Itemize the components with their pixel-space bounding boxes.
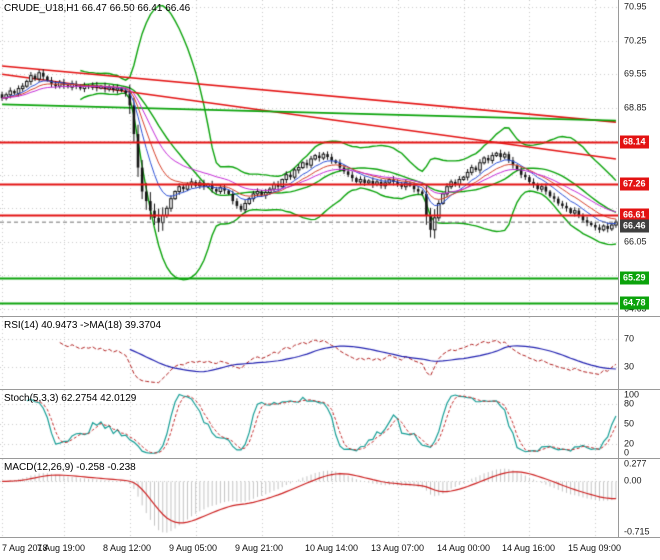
time-label: 15 Aug 09:00 <box>568 543 622 553</box>
price-level-badge: 65.29 <box>620 271 649 285</box>
time-label: 9 Aug 21:00 <box>235 543 284 553</box>
time-label: 9 Aug 05:00 <box>169 543 218 553</box>
time-label: 8 Aug 12:00 <box>103 543 152 553</box>
stochastic-tick: 0 <box>624 447 630 458</box>
stochastic-title: Stoch(5,3,3) 62.2754 42.0129 <box>4 393 137 404</box>
macd-title: MACD(12,26,9) -0.258 -0.238 <box>4 462 136 473</box>
price-tick: 69.55 <box>624 68 647 79</box>
price-level-badge: 66.61 <box>620 208 649 222</box>
macd-tick: 0.277 <box>624 458 647 469</box>
time-label: 14 Aug 00:00 <box>437 543 491 553</box>
rsi-canvas[interactable] <box>0 317 618 389</box>
stochastic-tick: 100 <box>624 389 640 400</box>
rsi-tick: 70 <box>624 333 635 344</box>
price-tick: 70.25 <box>624 35 647 46</box>
macd-tick: -0.715 <box>624 526 650 537</box>
macd-panel: MACD(12,26,9) -0.258 -0.238 0.277 0.00 -0.… <box>0 458 660 537</box>
time-label: 14 Aug 16:00 <box>502 543 556 553</box>
stochastic-panel: Stoch(5,3,3) 62.2754 42.0129 100 80 50 20 0 <box>0 389 660 458</box>
macd-canvas[interactable] <box>0 459 618 537</box>
time-label: 13 Aug 07:00 <box>371 543 425 553</box>
time-label: 7 Aug 2018 <box>2 543 48 553</box>
price-level-badge: 64.78 <box>620 296 649 310</box>
price-tick: 70.95 <box>624 1 647 12</box>
rsi-title: RSI(14) 40.9473 ->MA(18) 39.3704 <box>4 320 162 331</box>
stochastic-scale-axis[interactable]: 100 80 50 20 0 <box>618 390 660 458</box>
stochastic-tick: 80 <box>624 398 635 409</box>
rsi-scale-axis[interactable]: 70 30 <box>618 317 660 389</box>
stochastic-canvas[interactable] <box>0 390 618 458</box>
macd-scale-axis[interactable]: 0.277 0.00 -0.715 <box>618 459 660 537</box>
current-price-badge: 66.46 <box>620 219 649 233</box>
time-label: 10 Aug 14:00 <box>305 543 359 553</box>
price-tick: 66.05 <box>624 236 647 247</box>
macd-tick: 0.00 <box>624 475 642 486</box>
price-level-badge: 68.14 <box>620 135 649 149</box>
price-scale-axis[interactable]: 70.9570.2569.5568.8566.0564.6568.1467.26… <box>618 0 660 316</box>
price-tick: 68.85 <box>624 102 647 113</box>
stochastic-tick: 50 <box>624 418 635 429</box>
stochastic-tick: 20 <box>624 438 635 449</box>
time-axis[interactable]: 7 Aug 2018 7 Aug 19:00 8 Aug 12:00 9 Aug 05… <box>0 537 660 560</box>
price-chart-canvas[interactable] <box>0 0 618 316</box>
price-chart-panel: CRUDE_U18,H1 66.47 66.50 66.41 66.46 70.… <box>0 0 660 316</box>
price-level-badge: 67.26 <box>620 177 649 191</box>
time-label: 7 Aug 19:00 <box>37 543 86 553</box>
chart-symbol-title: CRUDE_U18,H1 66.47 66.50 66.41 66.46 <box>4 3 191 14</box>
rsi-panel: RSI(14) 40.9473 ->MA(18) 39.3704 70 30 <box>0 316 660 389</box>
rsi-tick: 30 <box>624 361 635 372</box>
